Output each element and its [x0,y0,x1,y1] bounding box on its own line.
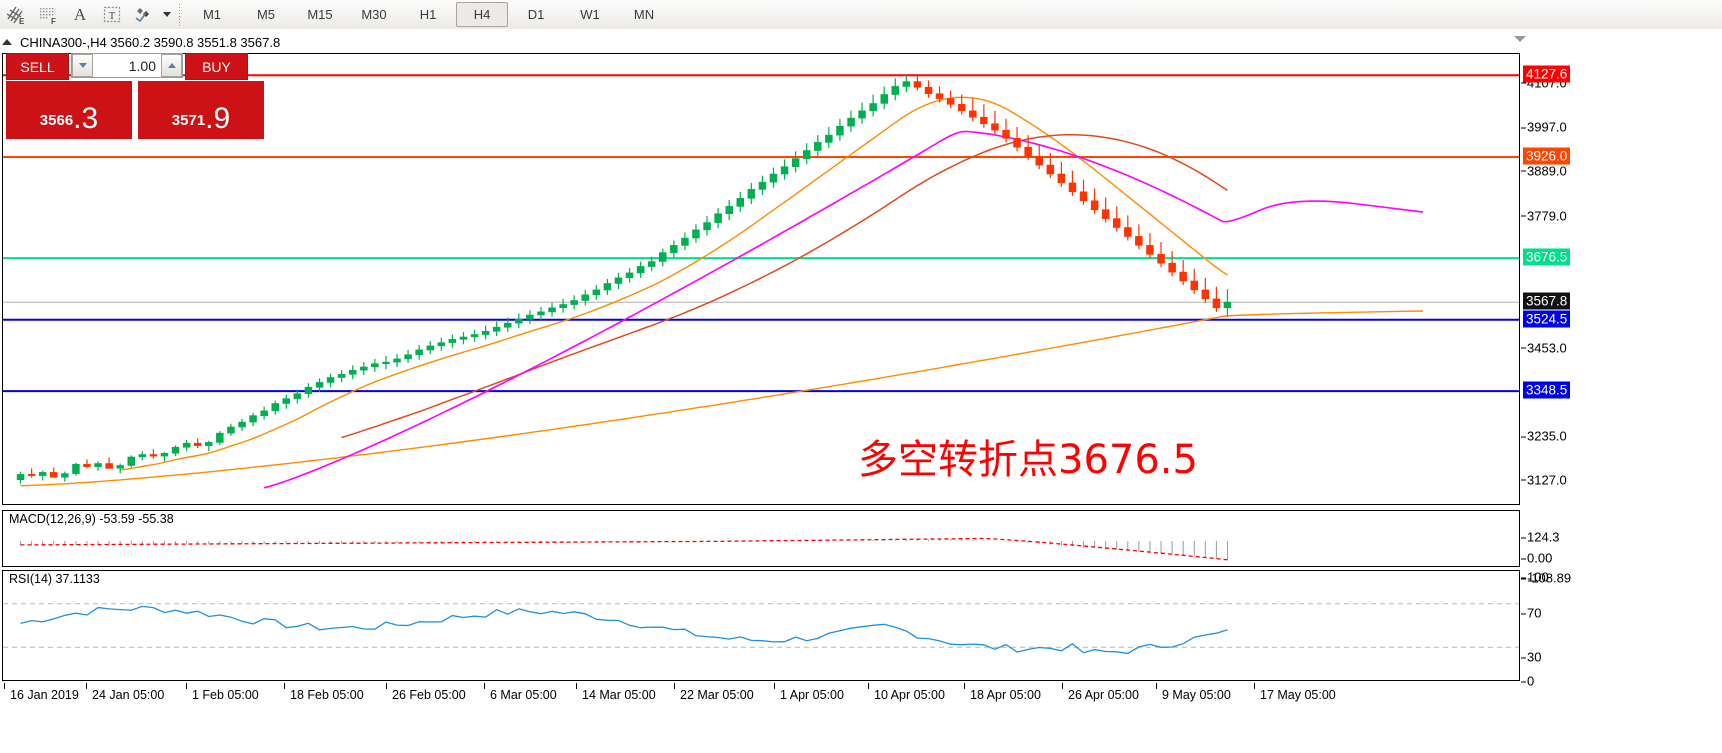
timeframe-w1[interactable]: W1 [580,7,600,22]
toolbar-separator [179,3,180,26]
sell-price-decimal: .3 [73,102,99,135]
time-label: 17 May 05:00 [1260,688,1336,702]
chart-annotation-text: 多空转折点3676.5 [858,437,1198,483]
price-tick: 3889.0 [1521,163,1567,179]
time-label: 9 May 05:00 [1162,688,1231,702]
price-tag-support-blue-2[interactable]: 3348.5 [1523,381,1571,399]
rsi-scale-label: 0 [1520,673,1535,689]
chart-area: CHINA300-,H4 3560.2 3590.8 3551.8 3567.8… [0,29,1722,753]
time-label: 18 Feb 05:00 [290,688,364,702]
time-label: 22 Mar 05:00 [680,688,754,702]
rsi-scale-label: 100 [1521,569,1549,585]
time-scale[interactable]: 16 Jan 2019 24 Jan 05:00 1 Feb 05:00 18 Feb… [2,683,1520,707]
time-label: 10 Apr 05:00 [874,688,945,702]
volume-decrease-button[interactable] [72,54,93,77]
volume-increase-button[interactable] [161,54,182,77]
sell-price-box[interactable]: 3566 .3 [6,81,132,139]
collapse-triangle-icon[interactable] [2,39,12,45]
macd-scale-label: 124.3 [1521,529,1560,545]
objects-icon[interactable] [128,1,160,28]
timeframe-m1[interactable]: M1 [202,7,222,22]
sell-price-integer: 3566 [39,112,74,129]
time-label: 18 Apr 05:00 [970,688,1041,702]
svg-text:T: T [109,10,116,22]
time-tick [576,683,577,689]
text-a-icon[interactable]: A [73,4,87,24]
macd-scale-label: 0.00 [1520,550,1553,566]
time-tick [284,683,285,689]
time-tick [86,683,87,689]
oct-prices-row: 3566 .3 3571 .9 [6,81,264,139]
time-label: 1 Feb 05:00 [192,688,259,702]
price-tag-support-blue-1[interactable]: 3524.5 [1523,310,1571,328]
time-label: 26 Feb 05:00 [392,688,466,702]
symbol-info-bar: CHINA300-,H4 3560.2 3590.8 3551.8 3567.8 [2,34,280,50]
grid-f-icon[interactable]: F [32,1,64,28]
macd-pane[interactable]: MACD(12,26,9) -53.59 -55.38 [2,510,1520,567]
timeframe-mn[interactable]: MN [633,7,655,22]
buy-price-box[interactable]: 3571 .9 [138,81,264,139]
rsi-scale-label: 70 [1520,605,1542,621]
svg-text:E: E [19,17,25,25]
pane-collapse-handle-icon[interactable] [1514,36,1526,42]
price-tag-pivot-green[interactable]: 3676.5 [1523,248,1571,266]
price-tick: 3127.0 [1521,472,1567,488]
time-label: 1 Apr 05:00 [780,688,844,702]
macd-scale-label: -108.89 [1520,570,1572,586]
timeframe-d1[interactable]: D1 [527,7,545,22]
svg-text:F: F [51,17,56,25]
time-tick [4,683,5,689]
time-tick [1254,683,1255,689]
time-tick [1062,683,1063,689]
rsi-pane[interactable]: RSI(14) 37.1133 [2,570,1520,681]
macd-plot [20,537,1228,561]
timeframe-m30[interactable]: M30 [361,7,387,22]
time-label: 26 Apr 05:00 [1068,688,1139,702]
time-tick [774,683,775,689]
timeframe-h1[interactable]: H1 [419,7,437,22]
toolbar: E F A T [0,0,1722,30]
volume-stepper[interactable]: 1.00 [71,53,183,78]
rsi-plot [3,603,1519,655]
price-tick: 3453.0 [1521,340,1567,356]
timeframe-m5[interactable]: M5 [256,7,276,22]
time-tick [674,683,675,689]
time-tick [484,683,485,689]
time-tick [964,683,965,689]
rsi-label: RSI(14) 37.1133 [7,572,102,586]
price-tag-resistance-red[interactable]: 4127.6 [1523,65,1571,83]
price-plot [3,74,1519,489]
text-label-icon[interactable]: T [96,1,128,28]
price-tag-resistance-orange[interactable]: 3926.0 [1523,147,1571,165]
rsi-scale-label: 30 [1520,649,1542,665]
one-click-trading-panel[interactable]: SELL 1.00 BUY 3566 .3 3571 .9 [6,53,264,139]
time-label: 24 Jan 05:00 [92,688,165,702]
crosshair-e-icon[interactable]: E [0,1,32,28]
price-tag-last-price[interactable]: 3567.8 [1523,292,1571,310]
timeframe-m15[interactable]: M15 [307,7,333,22]
sell-button[interactable]: SELL [6,53,69,80]
price-scale[interactable]: 4107.03997.03889.03779.03453.03235.03127… [1520,53,1722,689]
symbol-ohlc-text: CHINA300-,H4 3560.2 3590.8 3551.8 3567.8 [20,34,281,50]
timeframe-h4[interactable]: H4 [456,2,508,27]
buy-price-integer: 3571 [171,112,206,129]
time-tick [386,683,387,689]
timeframe-group: M1 M5 M15 M30 H1 H4 D1 W1 MN [185,2,671,27]
oct-controls-row: SELL 1.00 BUY [6,53,248,80]
time-label: 6 Mar 05:00 [490,688,557,702]
time-label: 14 Mar 05:00 [582,688,656,702]
price-tick: 3997.0 [1521,119,1567,135]
time-tick [868,683,869,689]
macd-label: MACD(12,26,9) -53.59 -55.38 [7,512,176,526]
price-tick: 3235.0 [1521,428,1567,444]
time-tick [1156,683,1157,689]
time-label: 16 Jan 2019 [10,688,79,702]
volume-value[interactable]: 1.00 [128,57,156,74]
buy-price-decimal: .9 [205,102,231,135]
price-tick: 3779.0 [1521,208,1567,224]
objects-dropdown-caret-icon[interactable] [160,1,174,28]
time-tick [186,683,187,689]
buy-button[interactable]: BUY [185,53,248,80]
